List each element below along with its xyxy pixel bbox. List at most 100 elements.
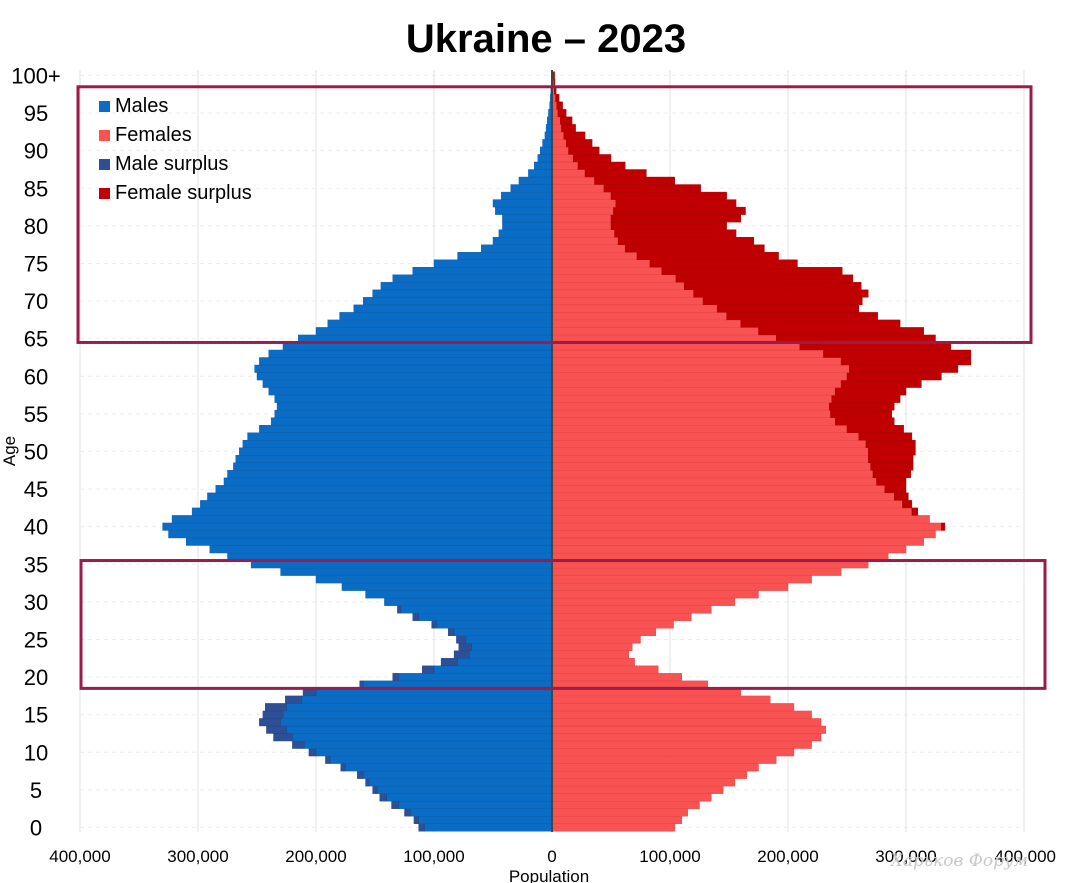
male-bar [280,567,553,576]
female-bar [551,417,836,426]
male-bar [492,236,553,245]
legend-swatch [99,159,110,170]
male-surplus-bar [265,703,287,712]
male-bar [268,349,553,358]
female-surplus-bar [830,409,893,418]
female-surplus-bar [613,206,746,215]
female-surplus-bar [846,372,942,381]
male-surplus-bar [372,785,378,794]
male-bar [262,379,553,388]
male-bar [498,229,553,238]
female-surplus-bar [840,357,972,366]
female-bar [551,492,895,501]
male-bar [274,409,553,418]
female-bar [551,522,942,531]
legend-swatch [99,188,110,199]
female-bar [551,643,633,651]
female-bar [551,477,877,486]
female-bar [551,710,812,719]
male-bar [301,695,553,704]
legend-swatch [99,130,110,141]
y-tick-label: 60 [24,364,48,389]
female-bar [551,462,871,471]
male-bar [368,778,553,787]
male-bar [215,485,553,494]
highlight-box [76,85,1033,344]
y-tick-label: 45 [24,477,48,502]
female-surplus-bar [894,492,909,501]
female-bar [551,635,641,644]
female-bar [551,387,836,396]
female-bar [551,620,674,629]
male-bar [274,394,553,403]
female-bar [551,575,812,584]
female-surplus-bar [584,169,647,178]
male-bar [276,402,553,411]
male-bar [233,462,553,471]
female-bar [551,718,822,727]
female-bar [551,304,718,313]
male-bar [544,131,553,140]
male-bar [502,221,553,230]
male-surplus-bar [266,725,287,734]
male-bar [242,440,553,448]
female-bar [551,455,869,463]
male-bar [223,477,553,486]
male-surplus-bar [273,733,293,742]
male-bar [329,755,553,764]
female-bar [551,628,657,636]
female-bar [551,214,612,223]
male-bar [254,364,553,373]
y-tick-label: 80 [24,214,48,239]
female-surplus-bar [831,394,901,403]
female-bar [551,124,562,133]
female-surplus-bar [610,191,727,200]
x-axis-label: Population [509,867,589,883]
legend: Males Females Male surplus Female surplus [99,95,252,204]
female-surplus-bar [872,470,911,479]
male-bar [398,673,553,682]
female-surplus-bar [675,274,854,283]
female-bar [551,312,727,321]
male-surplus-bar [259,718,281,727]
y-tick-label: 10 [24,740,48,765]
female-bar [551,229,615,238]
male-bar [400,605,553,614]
male-bar [270,417,553,426]
female-bar [551,424,848,433]
female-surplus-bar [702,297,863,306]
male-surplus-bar [292,740,305,749]
female-bar [551,116,561,125]
female-bar [551,597,736,606]
male-surplus-bar [440,658,458,667]
female-bar [551,808,688,817]
female-bar [551,282,685,291]
male-surplus-bar [357,770,364,779]
y-tick-label: 35 [24,552,48,577]
y-tick-label: 55 [24,402,48,427]
female-bar [551,402,830,411]
bars-group [162,71,972,832]
male-bar [412,267,553,275]
y-tick-label: 85 [24,176,48,201]
female-bar [551,748,795,757]
female-bar [551,289,694,298]
male-surplus-bar [262,710,284,719]
male-bar [528,169,553,178]
female-bar [551,184,605,193]
female-bar [551,169,586,178]
male-bar [168,530,553,539]
male-bar [398,800,553,809]
male-bar [162,522,553,531]
male-surplus-bar [308,748,317,757]
male-bar [540,146,553,155]
y-tick-label: 50 [24,440,48,465]
female-bar [551,793,712,802]
female-surplus-bar [555,94,560,103]
chart-title: Ukraine – 2023 [406,17,686,61]
male-bar [235,455,553,463]
female-surplus-bar [840,379,922,388]
female-bar [551,319,742,328]
female-surplus-bar [624,244,765,253]
female-surplus-bar [758,327,924,336]
